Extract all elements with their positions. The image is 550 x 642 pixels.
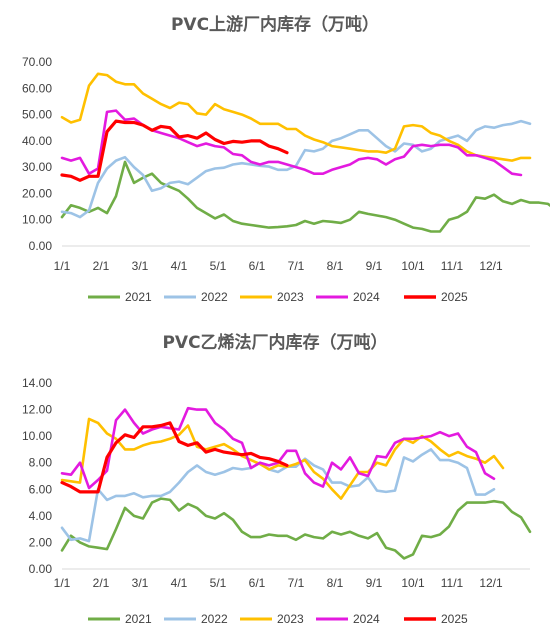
x-tick-label: 12/1 xyxy=(479,259,503,273)
x-tick-label: 9/1 xyxy=(366,576,383,590)
upstream-inventory-chart: PVC上游厂内库存（万吨） 0.00 10.00 20.00 30.00 40.00 50.… xyxy=(22,14,550,304)
y-tick-label: 0.00 xyxy=(29,562,53,576)
legend-label-2025: 2025 xyxy=(441,290,468,304)
y-tick-label: 14.00 xyxy=(22,376,52,390)
x-tick-label: 4/1 xyxy=(171,259,188,273)
y-tick-label: 40.00 xyxy=(22,134,52,148)
series-line-2025 xyxy=(60,421,289,494)
legend-label-2021: 2021 xyxy=(125,290,152,304)
y-tick-label: 8.00 xyxy=(29,456,53,470)
y-tick-label: 60.00 xyxy=(22,81,52,95)
x-tick-label: 3/1 xyxy=(132,576,149,590)
x-tick-label: 5/1 xyxy=(210,259,227,273)
legend-label-2024: 2024 xyxy=(353,290,380,304)
legend-label-2023: 2023 xyxy=(277,612,304,626)
series-line-2022 xyxy=(60,119,532,219)
x-tick-label: 8/1 xyxy=(327,259,344,273)
x-tick-label: 10/1 xyxy=(401,576,425,590)
x-tick-label: 1/1 xyxy=(54,259,71,273)
y-tick-label: 20.00 xyxy=(22,186,52,200)
ethylene-inventory-chart: PVC乙烯法厂内库存（万吨） 0.00 2.00 4.00 6.00 8.00 10.00 1… xyxy=(22,332,532,626)
series-line-2023 xyxy=(60,417,505,500)
x-tick-label: 6/1 xyxy=(249,259,266,273)
y-tick-label: 70.00 xyxy=(22,55,52,69)
legend-label-2025: 2025 xyxy=(441,612,468,626)
legend-label-2023: 2023 xyxy=(277,290,304,304)
series-line-2021 xyxy=(60,160,550,233)
x-tick-label: 7/1 xyxy=(288,259,305,273)
legend-label-2024: 2024 xyxy=(353,612,380,626)
legend-label-2022: 2022 xyxy=(201,612,228,626)
series-line-2024 xyxy=(60,109,523,177)
legend-label-2021: 2021 xyxy=(125,612,152,626)
x-tick-label: 3/1 xyxy=(132,259,149,273)
x-tick-label: 2/1 xyxy=(93,576,110,590)
x-tick-label: 5/1 xyxy=(210,576,227,590)
y-tick-label: 0.00 xyxy=(29,239,53,253)
y-tick-label: 12.00 xyxy=(22,403,52,417)
y-tick-label: 2.00 xyxy=(29,535,53,549)
x-tick-label: 1/1 xyxy=(54,576,71,590)
x-tick-label: 11/1 xyxy=(441,576,464,590)
y-tick-label: 10.00 xyxy=(22,213,52,227)
series-line-2025 xyxy=(60,119,289,182)
series-line-2023 xyxy=(60,72,532,162)
x-tick-label: 11/1 xyxy=(441,259,464,273)
chart-title: PVC乙烯法厂内库存（万吨） xyxy=(162,332,387,353)
y-tick-label: 10.00 xyxy=(22,429,52,443)
y-tick-label: 4.00 xyxy=(29,509,53,523)
legend-label-2022: 2022 xyxy=(201,290,228,304)
y-tick-label: 6.00 xyxy=(29,482,53,496)
series-line-2021 xyxy=(60,497,532,560)
x-tick-label: 2/1 xyxy=(93,259,110,273)
x-tick-label: 8/1 xyxy=(327,576,344,590)
series-line-2022 xyxy=(60,448,496,543)
x-tick-label: 7/1 xyxy=(288,576,305,590)
x-tick-label: 6/1 xyxy=(249,576,266,590)
chart-title: PVC上游厂内库存（万吨） xyxy=(171,14,379,35)
y-tick-label: 50.00 xyxy=(22,108,52,122)
x-tick-label: 9/1 xyxy=(366,259,383,273)
x-tick-label: 12/1 xyxy=(479,576,503,590)
x-tick-label: 10/1 xyxy=(401,259,425,273)
x-tick-label: 4/1 xyxy=(171,576,188,590)
y-tick-label: 30.00 xyxy=(22,160,52,174)
